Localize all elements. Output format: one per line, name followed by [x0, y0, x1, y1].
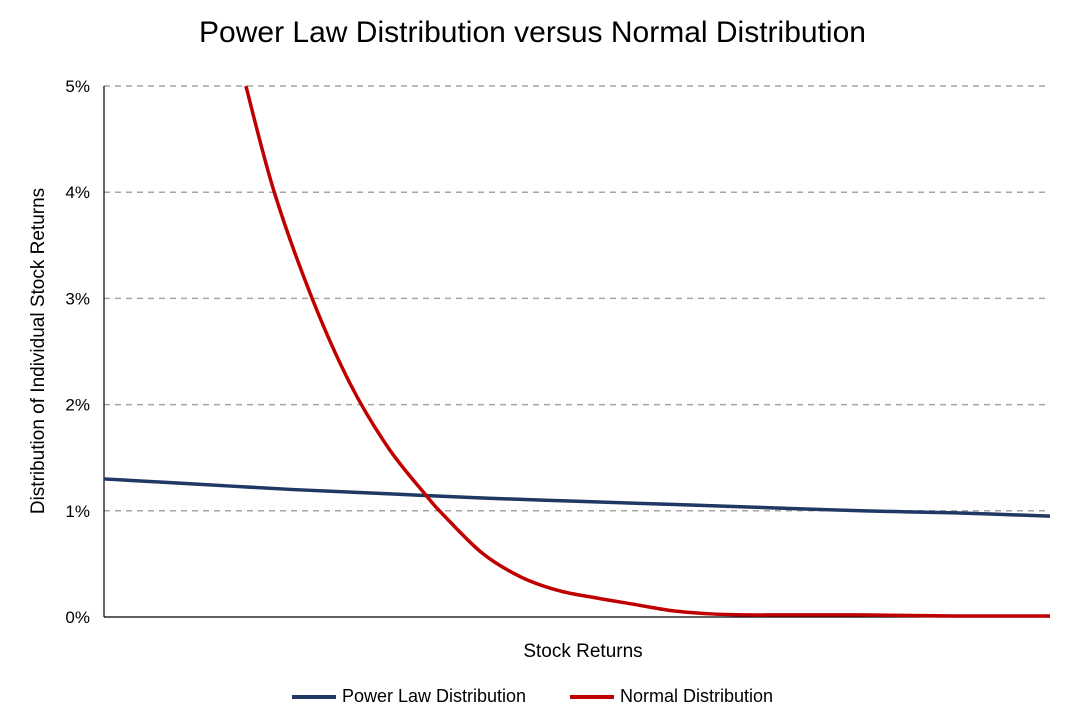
y-tick-label: 1% [65, 502, 90, 521]
grid-lines [104, 85, 1050, 512]
axes [103, 86, 1050, 618]
y-tick-label: 3% [65, 289, 90, 308]
y-tick-label: 4% [65, 183, 90, 202]
y-axis-title: Distribution of Individual Stock Returns [28, 188, 49, 514]
legend-label-normal: Normal Distribution [620, 686, 774, 706]
y-tick-labels: 0% 1% 2% 3% 4% 5% [65, 77, 90, 627]
chart-title: Power Law Distribution versus Normal Dis… [199, 16, 866, 49]
series-lines [103, 85, 1051, 618]
x-axis-title: Stock Returns [523, 641, 642, 662]
legend-item-normal: Normal Distribution [570, 686, 773, 707]
y-tick-label: 0% [65, 608, 90, 627]
legend-swatch-power-law [291, 694, 336, 699]
y-tick-label: 5% [65, 77, 90, 96]
legend: Power Law Distribution Normal Distributi… [0, 686, 1065, 707]
series-line-power-law [103, 477, 1051, 518]
legend-swatch-normal [570, 694, 615, 699]
series-line-normal [244, 85, 1051, 618]
y-tick-label: 2% [65, 396, 90, 415]
legend-item-power-law: Power Law Distribution [291, 686, 527, 707]
legend-label-power-law: Power Law Distribution [341, 686, 527, 706]
